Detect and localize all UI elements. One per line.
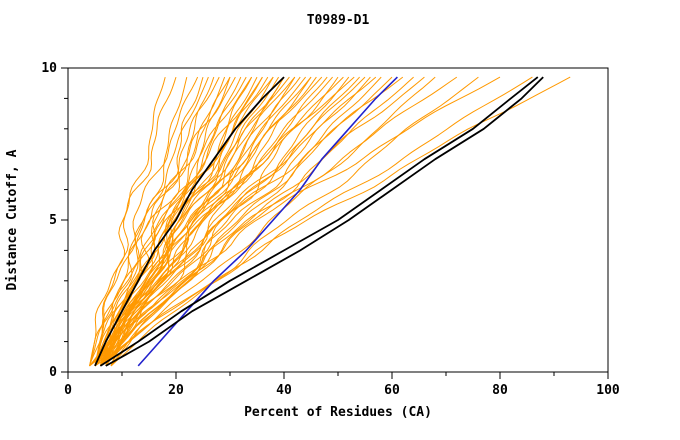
model-curve [99,76,458,367]
x-tick-label: 20 [168,383,184,398]
y-tick-label: 0 [49,365,57,380]
model-curve [105,76,296,367]
x-tick-label: 80 [492,383,508,398]
model-curve [100,76,533,367]
black-model-left-curve [94,76,285,367]
x-tick-label: 60 [384,383,400,398]
y-axis-label: Distance Cutoff, A [5,149,20,290]
black-model-right-2-curve [105,76,544,367]
x-tick-label: 40 [276,383,292,398]
model-curve [89,76,177,366]
model-curve [99,76,344,367]
model-curve [89,76,371,367]
model-curve [110,76,479,367]
model-curve [94,76,220,366]
black-model-right-1-curve [99,76,539,367]
x-tick-label: 100 [596,383,620,398]
x-axis-label: Percent of Residues (CA) [244,405,432,420]
model-curve [94,76,404,367]
model-curve [105,76,425,367]
y-tick-label: 5 [49,213,57,228]
plot-layers: 0 20 40 60 80 100 0 5 10 [41,61,620,398]
model-curve [105,76,571,367]
y-tick-label: 10 [41,61,57,76]
chart-title: T0989-D1 [307,13,370,28]
model-curve [100,76,414,367]
model-curve [94,76,263,367]
model-curve [94,76,436,367]
model-curve [100,76,382,367]
model-curve [94,76,355,367]
model-curve [89,76,236,367]
model-curve [110,76,350,367]
model-curve [110,76,285,367]
x-tick-label: 0 [64,383,72,398]
model-curve [89,76,290,367]
model-curve [94,76,247,367]
model-curve [94,76,501,367]
model-curve [94,76,377,367]
